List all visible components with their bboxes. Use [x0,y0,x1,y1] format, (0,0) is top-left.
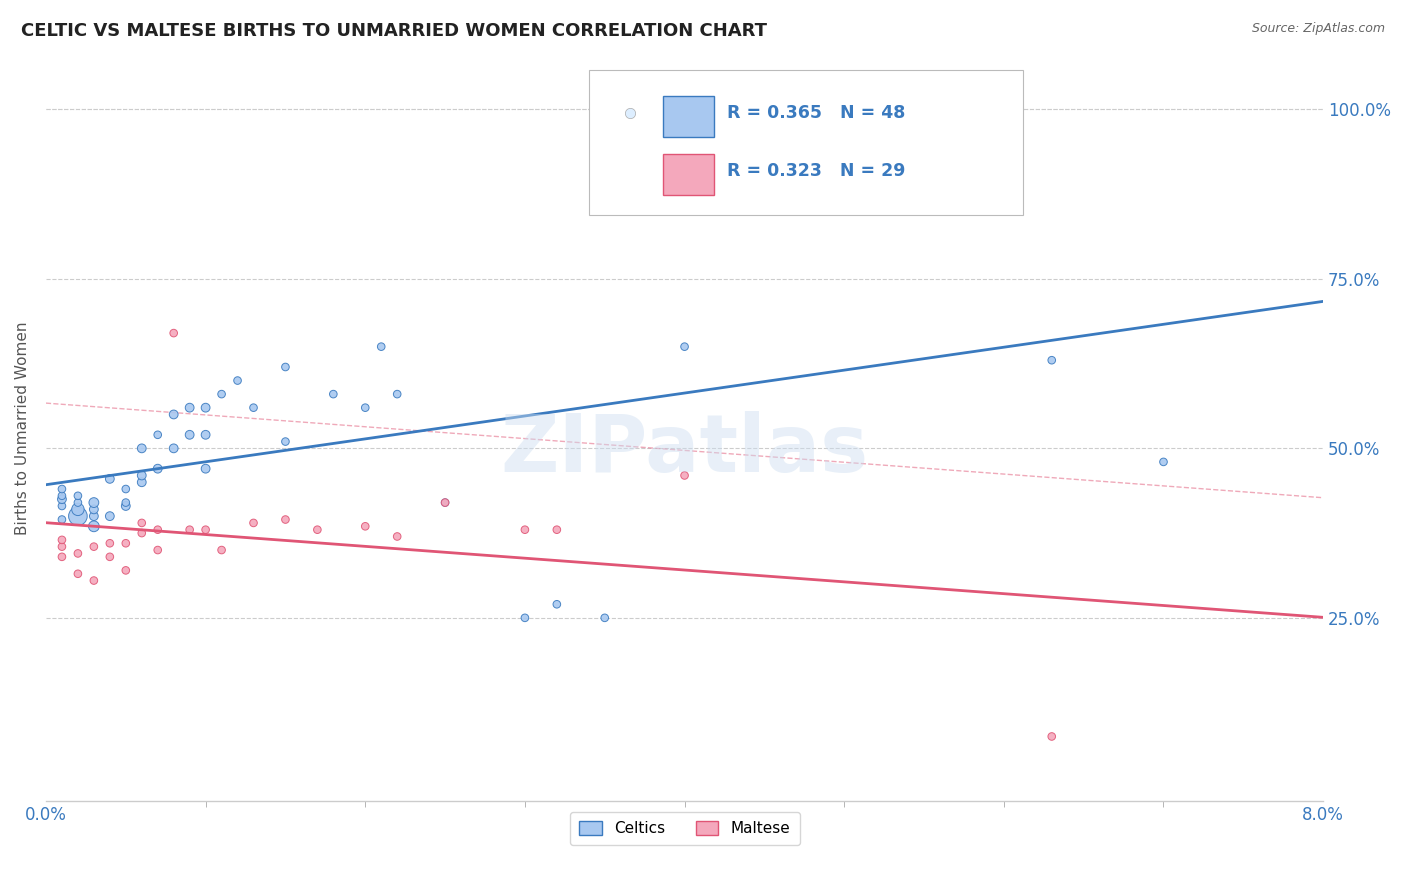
Point [51,492,73,507]
Point [385,387,408,401]
Point [242,516,264,530]
Text: CELTIC VS MALTESE BIRTHS TO UNMARRIED WOMEN CORRELATION CHART: CELTIC VS MALTESE BIRTHS TO UNMARRIED WO… [21,22,768,40]
Point [354,401,377,415]
Point [114,482,136,496]
Point [1040,353,1063,368]
Point [322,387,344,401]
Point [114,495,136,509]
Point [51,489,73,503]
Point [131,475,153,490]
Point [385,529,408,543]
Point [83,574,105,588]
Point [83,509,105,524]
Point [274,512,297,526]
Point [51,499,73,513]
Point [66,502,89,516]
Text: R = 0.323   N = 29: R = 0.323 N = 29 [727,161,905,179]
Point [114,536,136,550]
Point [194,461,217,475]
Point [673,468,696,483]
Point [51,540,73,554]
Point [131,516,153,530]
Point [673,340,696,354]
Point [131,442,153,456]
Point [163,442,186,456]
Point [307,523,329,537]
Point [146,543,169,558]
Point [66,509,89,524]
Point [163,326,186,340]
Point [83,502,105,516]
Point [226,374,249,388]
Point [370,340,392,354]
Point [513,611,536,625]
Point [98,549,121,564]
Point [66,495,89,509]
Point [83,540,105,554]
Point [194,427,217,442]
Point [1040,730,1063,744]
Point [66,546,89,560]
Point [354,519,377,533]
Point [131,526,153,541]
Point [179,427,201,442]
Point [146,461,169,475]
Point [114,499,136,513]
Point [721,136,744,151]
Point [146,523,169,537]
Legend: Celtics, Maltese: Celtics, Maltese [569,812,800,846]
Point [546,523,568,537]
Point [66,489,89,503]
Point [1153,455,1175,469]
Point [98,536,121,550]
FancyBboxPatch shape [589,70,1024,216]
Point [194,401,217,415]
Text: Source: ZipAtlas.com: Source: ZipAtlas.com [1251,22,1385,36]
Point [66,566,89,581]
Text: ZIPatlas: ZIPatlas [501,411,869,490]
Point [513,523,536,537]
Point [274,434,297,449]
Point [434,495,457,509]
Point [51,512,73,526]
Point [146,427,169,442]
Point [51,482,73,496]
Point [737,122,759,136]
Point [83,519,105,533]
Point [179,523,201,537]
Point [179,401,201,415]
Point [242,401,264,415]
Point [194,523,217,537]
Point [211,543,233,558]
Point [546,597,568,611]
FancyBboxPatch shape [662,96,714,137]
Point [593,611,616,625]
Point [51,533,73,547]
Point [131,468,153,483]
Point [274,359,297,374]
Text: R = 0.365   N = 48: R = 0.365 N = 48 [727,104,905,122]
Point [51,549,73,564]
FancyBboxPatch shape [662,153,714,194]
Point [163,408,186,422]
Point [211,387,233,401]
Point [98,509,121,524]
Point [434,495,457,509]
Point [114,563,136,577]
Point [98,472,121,486]
Y-axis label: Births to Unmarried Women: Births to Unmarried Women [15,321,30,535]
Point [83,495,105,509]
